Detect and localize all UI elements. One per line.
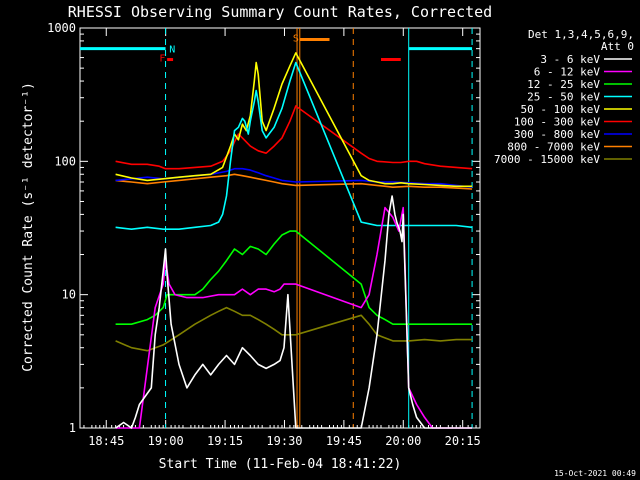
y-tick-label: 1 bbox=[69, 421, 76, 435]
plot-frame bbox=[79, 27, 481, 429]
x-tick-label: 20:00 bbox=[385, 434, 421, 448]
series-line bbox=[115, 195, 473, 429]
x-tick-label: 20:15 bbox=[445, 434, 481, 448]
legend-header-line: Det 1,3,4,5,6,9, bbox=[528, 28, 634, 41]
series-line bbox=[115, 61, 473, 230]
legend-label: 12 - 25 keV bbox=[527, 78, 600, 91]
legend-label: 3 - 6 keV bbox=[540, 53, 600, 66]
x-tick-label: 19:30 bbox=[266, 434, 302, 448]
legend-label: 6 - 12 keV bbox=[534, 66, 601, 79]
legend-label: 100 - 300 keV bbox=[514, 116, 600, 129]
footer-timestamp: 15-Oct-2021 00:49 bbox=[554, 469, 636, 478]
y-tick-label: 1000 bbox=[47, 21, 76, 35]
chart-title: RHESSI Observing Summary Count Rates, Co… bbox=[68, 3, 492, 21]
x-tick-label: 19:15 bbox=[207, 434, 243, 448]
x-tick-label: 19:00 bbox=[148, 434, 184, 448]
plot-area: 1 10 100 1000 18:45 19:00 19:15 19:30 19:45 20:00… bbox=[47, 21, 481, 448]
flag-label: N bbox=[169, 45, 175, 56]
legend-label: 50 - 100 keV bbox=[521, 103, 601, 116]
series-line bbox=[115, 206, 473, 429]
y-tick-label: 10 bbox=[62, 288, 76, 302]
series-line bbox=[115, 230, 473, 325]
legend-label: 25 - 50 keV bbox=[527, 91, 600, 104]
x-axis-label: Start Time (11-Feb-04 18:41:22) bbox=[159, 457, 402, 472]
legend-label: 800 - 7000 keV bbox=[507, 141, 600, 154]
x-tick-label: 18:45 bbox=[88, 434, 124, 448]
series-line bbox=[115, 105, 473, 170]
y-tick-label: 100 bbox=[54, 154, 76, 168]
flag-label: F bbox=[159, 54, 165, 65]
legend-header-line: Att 0 bbox=[601, 40, 634, 53]
series-line bbox=[115, 173, 473, 190]
flag-label: S bbox=[293, 33, 299, 44]
y-axis-label: Corrected Count Rate (s⁻¹ detector⁻¹) bbox=[21, 82, 36, 372]
series-line bbox=[115, 306, 473, 352]
series-line bbox=[115, 52, 473, 188]
x-tick-label: 19:45 bbox=[326, 434, 362, 448]
legend-label: 7000 - 15000 keV bbox=[494, 153, 600, 166]
legend-label: 300 - 800 keV bbox=[514, 128, 600, 141]
